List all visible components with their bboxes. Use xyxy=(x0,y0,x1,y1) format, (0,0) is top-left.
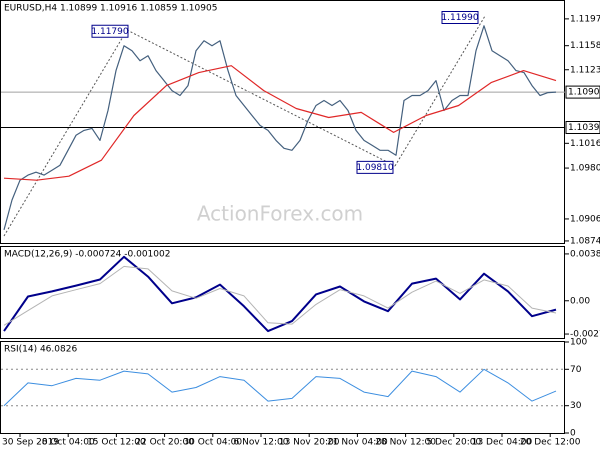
y-tick-label: -0.002713 xyxy=(570,330,600,340)
trend-line xyxy=(394,15,486,167)
series-line xyxy=(3,265,557,326)
x-tick-label: 28 Nov 12:00 xyxy=(375,438,436,448)
x-tick-label: 15 Oct 12:00 xyxy=(87,438,146,448)
series-line xyxy=(3,25,557,231)
x-tick-label: 13 Nov 20:00 xyxy=(279,438,340,448)
y-tick-label: 30 xyxy=(570,401,582,411)
x-tick-label: 30 Oct 04:00 xyxy=(183,438,242,448)
x-tick-label: 13 Dec 04:00 xyxy=(472,438,533,448)
annotation-box xyxy=(441,11,479,24)
annotation-box xyxy=(356,160,394,174)
series-line xyxy=(3,255,557,333)
macd-panel-frame xyxy=(0,246,565,339)
rsi-panel-frame xyxy=(0,341,565,434)
x-tick-label: 6 Nov 12:00 xyxy=(234,438,289,448)
price-label-box xyxy=(565,121,600,134)
series-line xyxy=(3,368,557,407)
price-label: 1.10390 xyxy=(568,123,600,133)
y-tick-label: 1.11970 xyxy=(570,14,600,24)
price-panel-frame xyxy=(0,0,565,244)
y-tick-label: 0.003819 xyxy=(570,249,600,259)
y-tick-label: 1.11580 xyxy=(570,41,600,51)
annotation-box xyxy=(91,24,129,38)
watermark: ActionForex.com xyxy=(197,202,363,226)
y-tick-label: 70 xyxy=(570,365,582,375)
trend-lines xyxy=(3,15,486,237)
y-tick-label: 0.00 xyxy=(570,296,590,306)
x-tick-label: 5 Dec 20:00 xyxy=(426,438,481,448)
y-tick-label: 1.08740 xyxy=(570,236,600,246)
y-tick-label: 1.09800 xyxy=(570,164,600,174)
x-tick-label: 30 Sep 2019 xyxy=(2,438,59,448)
y-tick-label: 1.11230 xyxy=(570,65,600,75)
price-label: 1.10905 xyxy=(568,88,600,98)
annotation-label: 1.11790 xyxy=(91,27,128,37)
x-tick-label: 8 Oct 04:00 xyxy=(42,438,95,448)
x-tick-label: 21 Nov 04:00 xyxy=(327,438,388,448)
y-tick-label: 100 xyxy=(570,338,587,348)
price-title: EURUSD,H4 1.10899 1.10916 1.10859 1.1090… xyxy=(4,4,217,14)
y-tick-label: 1.10160 xyxy=(570,139,600,149)
annotation-label: 1.11990 xyxy=(441,13,478,23)
y-tick-label: 1.09060 xyxy=(570,214,600,224)
rsi-title: RSI(14) 46.0826 xyxy=(4,345,77,355)
y-tick-label: 0 xyxy=(570,429,576,439)
annotation-label: 1.09810 xyxy=(356,163,393,173)
x-tick-label: 20 Dec 12:00 xyxy=(520,438,581,448)
macd-title: MACD(12,26,9) -0.000724 -0.001002 xyxy=(4,250,170,260)
series-line xyxy=(3,65,557,181)
x-tick-label: 22 Oct 20:00 xyxy=(135,438,194,448)
price-label-box xyxy=(565,85,600,99)
